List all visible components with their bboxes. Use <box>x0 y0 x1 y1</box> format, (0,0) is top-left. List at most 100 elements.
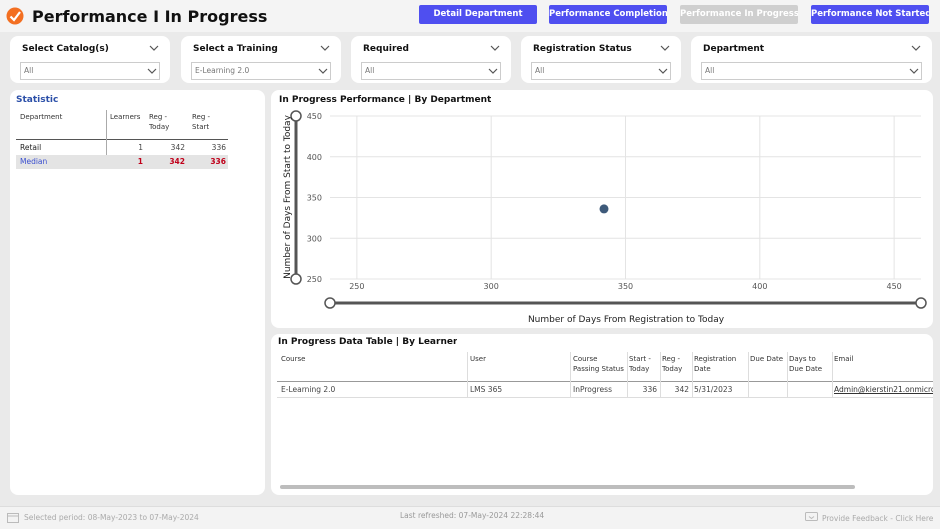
filter-value: All <box>705 66 715 75</box>
chevron-line <box>320 45 330 51</box>
table-header: Learners <box>110 113 141 121</box>
table-cell[interactable]: Admin@kierstin21.onmicros <box>834 385 933 394</box>
filter-dropdown[interactable] <box>701 62 922 80</box>
chevron <box>147 68 157 74</box>
filter-value: All <box>535 66 545 75</box>
logo <box>6 7 24 25</box>
column-rule <box>748 352 749 397</box>
page-title: Performance I In Progress <box>32 7 268 26</box>
chevron <box>911 45 921 51</box>
slider-handle <box>290 273 302 285</box>
table-header: Reg - Today <box>149 113 170 131</box>
chevron <box>658 68 668 74</box>
filter-label: Required <box>363 44 409 54</box>
x-tick-label: 450 <box>886 282 901 291</box>
column-rule <box>467 352 468 397</box>
chevron <box>488 68 498 74</box>
scrollbar[interactable] <box>280 485 855 489</box>
footer-refreshed: Last refreshed: 07-May-2024 22:28:44 <box>400 511 545 520</box>
header-rule <box>16 139 228 140</box>
filter-label: Department <box>703 44 765 54</box>
slider-handle <box>324 297 336 309</box>
table-cell: LMS 365 <box>470 385 503 394</box>
filter-dropdown[interactable] <box>531 62 671 80</box>
table-cell: 342 <box>169 157 185 166</box>
x-tick-label: 350 <box>618 282 633 291</box>
column-rule <box>787 352 788 397</box>
table-cell: 336 <box>211 143 226 152</box>
column-rule <box>660 352 661 397</box>
chevron-line <box>911 45 921 51</box>
filter-value: All <box>24 66 34 75</box>
chevron <box>660 45 670 51</box>
y-tick-label: 250 <box>307 275 322 284</box>
filter-dropdown[interactable] <box>361 62 501 80</box>
data-point <box>599 204 609 214</box>
table-cell: E-Learning 2.0 <box>281 385 336 394</box>
table-cell: 336 <box>642 385 657 394</box>
column-rule <box>832 352 833 397</box>
table-header: User <box>470 355 486 363</box>
chevron-line <box>660 45 670 51</box>
table-cell: 342 <box>170 143 185 152</box>
column-rule <box>692 352 693 397</box>
table-cell: Retail <box>20 143 42 152</box>
nav-button[interactable]: Detail Department <box>419 5 537 24</box>
column-rule <box>627 352 628 397</box>
footer-period: Selected period: 08-May-2023 to 07-May-2… <box>24 513 199 522</box>
y-tick-label: 300 <box>307 234 322 243</box>
feedback-icon[interactable] <box>805 512 818 523</box>
statistic-title: Statistic <box>16 95 59 105</box>
row-rule <box>277 397 933 398</box>
chevron-line <box>147 68 157 74</box>
slider-handle <box>290 110 302 122</box>
nav-button[interactable]: Performance In Progress <box>680 5 798 24</box>
table-cell: 5/31/2023 <box>694 385 733 394</box>
table-cell: InProgress <box>573 385 612 394</box>
table-header: Registration Date <box>694 355 737 373</box>
y-axis-label: Number of Days From Start to Today <box>283 114 293 278</box>
nav-button[interactable]: Performance Completion <box>549 5 667 24</box>
table-cell: 336 <box>210 157 226 166</box>
feedback-link[interactable]: Provide Feedback - Click Here <box>822 514 934 523</box>
x-tick-label: 250 <box>349 282 364 291</box>
table-header: Days to Due Date <box>789 355 823 373</box>
table-header: Start - Today <box>629 355 651 373</box>
y-tick-label: 450 <box>307 112 322 121</box>
row-highlight <box>16 155 228 169</box>
header-rule <box>277 381 933 382</box>
table-header: Course Passing Status <box>573 355 624 373</box>
chevron-line <box>490 45 500 51</box>
chevron <box>149 45 159 51</box>
chevron <box>318 68 328 74</box>
table-cell: 1 <box>137 157 143 166</box>
table-cell: 342 <box>674 385 689 394</box>
learner-card <box>271 334 933 495</box>
filter-dropdown[interactable] <box>20 62 160 80</box>
nav-button[interactable]: Performance Not Started <box>811 5 929 24</box>
table-cell: Median <box>20 157 48 166</box>
column-rule <box>570 352 571 397</box>
filter-label: Registration Status <box>533 44 632 54</box>
filter-value: E-Learning 2.0 <box>195 66 250 75</box>
chevron-line <box>318 68 328 74</box>
table-title: In Progress Data Table | By Learner <box>278 337 458 347</box>
chevron-line <box>658 68 668 74</box>
chevron-line <box>488 68 498 74</box>
chevron <box>320 45 330 51</box>
x-axis-label: Number of Days From Registration to Toda… <box>528 315 725 325</box>
chevron-line <box>149 45 159 51</box>
chevron <box>909 68 919 74</box>
table-header: Due Date <box>750 355 784 363</box>
filter-label: Select Catalog(s) <box>22 44 109 54</box>
table-header: Course <box>281 355 306 363</box>
filter-dropdown[interactable] <box>191 62 331 80</box>
x-tick-label: 300 <box>484 282 499 291</box>
scatter-chart: 250 300 350 400 450 250 300 350 400 450 Number of … <box>283 110 927 325</box>
calendar-icon <box>7 513 19 523</box>
table-header: Reg - Today <box>662 355 683 373</box>
slider-handle <box>915 297 927 309</box>
y-tick-label: 400 <box>307 153 322 162</box>
chevron-line <box>909 68 919 74</box>
x-tick-label: 400 <box>752 282 767 291</box>
